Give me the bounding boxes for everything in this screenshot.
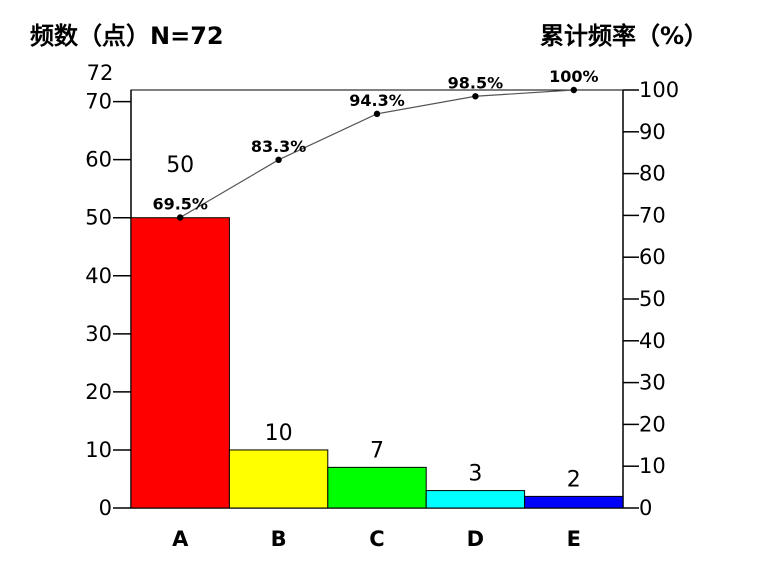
cumulative-label: 98.5% [448, 73, 504, 92]
right-axis-title: 累计频率（%） [540, 22, 708, 50]
bar-value-label: 50 [166, 153, 194, 178]
right-tick-label: 0 [639, 496, 652, 520]
bar-value-label: 7 [370, 438, 384, 463]
bar-value-labels: 50 10 7 3 2 [166, 153, 581, 492]
cumulative-label: 94.3% [349, 91, 405, 110]
right-tick-label: 90 [639, 120, 666, 144]
bar-value-label: 10 [265, 421, 293, 446]
bar-value-label: 3 [468, 462, 482, 487]
category-label: A [172, 527, 189, 551]
category-label: C [369, 527, 384, 551]
right-tick-label: 20 [639, 412, 666, 436]
left-tick-label: 20 [85, 380, 112, 404]
category-label: E [567, 527, 581, 551]
right-tick-label: 100 [639, 78, 679, 102]
right-tick-label: 40 [639, 329, 666, 353]
cumulative-label: 100% [549, 67, 598, 86]
category-label: D [467, 527, 484, 551]
right-tick-label: 60 [639, 245, 666, 269]
left-tick-label: 50 [85, 206, 112, 230]
left-tick-label: 10 [85, 438, 112, 462]
left-axis-ticks: 0 10 20 30 40 50 60 70 [85, 90, 131, 520]
bar-value-label: 2 [567, 467, 581, 492]
right-axis-ticks: 0 10 20 30 40 50 60 70 80 90 100 [623, 78, 679, 520]
left-axis-max-label: 72 [87, 61, 114, 85]
category-label: B [271, 527, 287, 551]
category-labels: A B C D E [172, 527, 581, 551]
cumulative-point [472, 93, 479, 100]
bar-c [327, 466, 427, 509]
cumulative-series: 69.5% 83.3% 94.3% 98.5% 100% [152, 67, 599, 221]
left-tick-label: 0 [99, 496, 112, 520]
cumulative-point [570, 86, 577, 94]
bar-e [524, 495, 624, 509]
left-tick-label: 60 [85, 148, 112, 172]
bar-b [228, 449, 329, 509]
cumulative-label: 69.5% [152, 194, 208, 213]
left-tick-label: 70 [85, 90, 112, 114]
cumulative-label: 83.3% [251, 137, 307, 156]
bar-a [130, 217, 230, 509]
right-tick-label: 50 [639, 287, 666, 311]
bar-series [130, 217, 624, 509]
left-tick-label: 30 [85, 322, 112, 346]
bar-d [425, 490, 526, 509]
left-tick-label: 40 [85, 264, 112, 288]
right-tick-label: 10 [639, 454, 666, 478]
cumulative-point [373, 110, 381, 118]
right-tick-label: 80 [639, 162, 666, 186]
right-tick-label: 30 [639, 371, 666, 395]
left-axis-title: 频数（点）N=72 [30, 22, 224, 50]
cumulative-point [275, 156, 282, 164]
cumulative-point [177, 214, 184, 221]
right-tick-label: 70 [639, 203, 666, 227]
